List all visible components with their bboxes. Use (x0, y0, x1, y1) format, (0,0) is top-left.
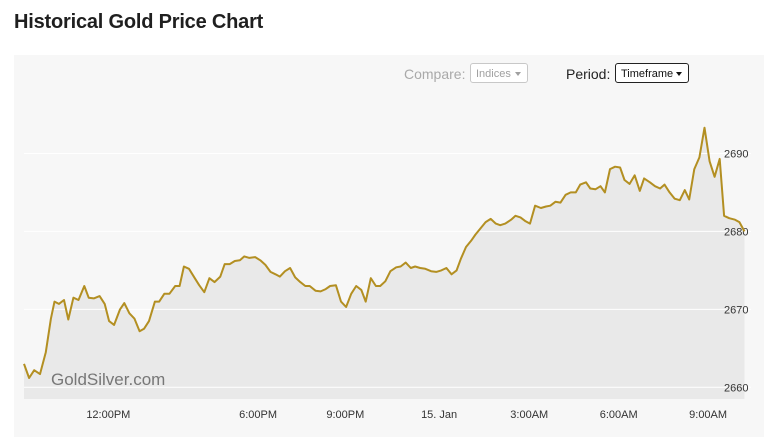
page-title: Historical Gold Price Chart (14, 11, 264, 33)
x-tick-label: 12:00PM (86, 409, 130, 421)
price-series-line (23, 126, 746, 379)
x-tick-label: 6:00PM (239, 409, 277, 421)
x-tick-label: 6:00AM (600, 409, 638, 421)
y-tick-label: 2660 (724, 382, 748, 394)
y-tick-label: 2680 (724, 226, 748, 238)
period-dropdown[interactable]: Timeframe (615, 63, 689, 83)
watermark-text: GoldSilver.com (51, 370, 165, 389)
compare-dropdown-value: Indices (476, 68, 511, 80)
x-tick-label: 15. Jan (421, 409, 457, 421)
compare-label: Compare: (404, 66, 466, 82)
compare-dropdown[interactable]: Indices (470, 63, 528, 83)
x-tick-label: 9:00AM (689, 409, 727, 421)
chart-controls: Compare: Indices Period: Timeframe (0, 63, 771, 87)
caret-down-icon (515, 72, 521, 76)
caret-down-icon (676, 72, 682, 76)
y-tick-label: 2690 (724, 148, 748, 160)
x-tick-label: 3:00AM (510, 409, 548, 421)
series-area (24, 127, 745, 399)
y-tick-label: 2670 (724, 304, 748, 316)
period-label: Period: (566, 66, 611, 82)
x-tick-label: 9:00PM (326, 409, 364, 421)
period-dropdown-value: Timeframe (621, 68, 674, 80)
